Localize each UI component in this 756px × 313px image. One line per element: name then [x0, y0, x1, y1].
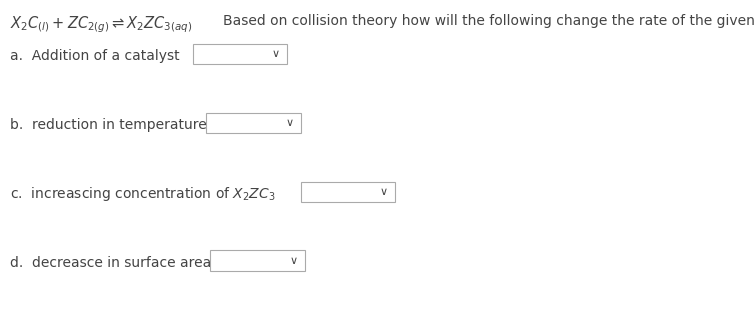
Text: ∨: ∨ — [286, 118, 293, 128]
Text: b.  reduction in temperature: b. reduction in temperature — [10, 118, 206, 132]
Text: a.  Addition of a catalyst: a. Addition of a catalyst — [10, 49, 179, 63]
Bar — [193, 44, 287, 64]
Text: d.  decreasce in surface area: d. decreasce in surface area — [10, 256, 211, 270]
Text: c.  increascing concentration of $X_2ZC_3$: c. increascing concentration of $X_2ZC_3… — [10, 185, 275, 203]
Bar — [210, 250, 305, 271]
Text: ∨: ∨ — [290, 256, 297, 265]
Text: ∨: ∨ — [272, 49, 280, 59]
Text: ∨: ∨ — [380, 187, 388, 197]
Bar — [206, 113, 301, 133]
Text: $X_2C_{(l)} + ZC_{2(g)} \rightleftharpoons X_2ZC_{3(aq)}$: $X_2C_{(l)} + ZC_{2(g)} \rightleftharpoo… — [10, 14, 192, 35]
Bar — [301, 182, 395, 202]
Text: Based on collision theory how will the following change the rate of the given re: Based on collision theory how will the f… — [223, 14, 756, 28]
